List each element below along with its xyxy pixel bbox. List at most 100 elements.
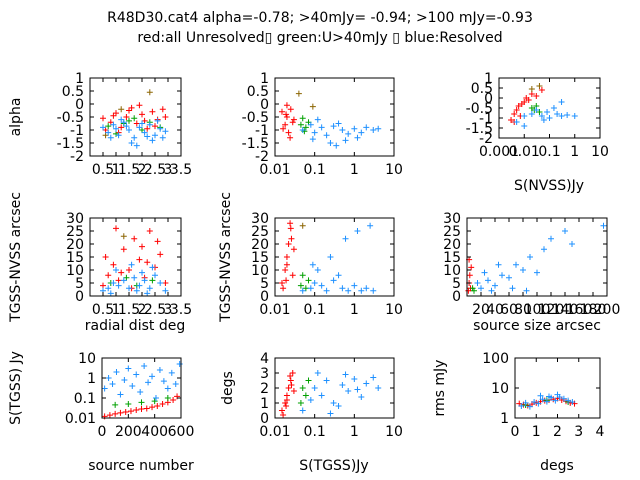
data-point-blue: [562, 228, 568, 234]
data-point-blue: [535, 400, 542, 407]
data-point-red: [128, 104, 135, 111]
y-tick-label: 10: [251, 263, 269, 279]
y-axis-label: TGSS-NVSS arcsec: [218, 192, 234, 323]
data-point-blue: [136, 124, 143, 131]
x-tick-label: 80: [514, 302, 532, 318]
data-point-olive: [102, 132, 109, 139]
data-point-blue: [115, 132, 122, 139]
data-point-blue: [123, 123, 130, 130]
data-point-green: [164, 395, 171, 401]
x-tick-label: 600: [168, 424, 195, 440]
data-point-blue: [113, 368, 120, 375]
data-point-red: [143, 405, 150, 412]
data-point-red: [126, 267, 132, 273]
x-tick-label: 0.1: [538, 144, 560, 160]
x-tick-label: 200: [115, 424, 142, 440]
y-tick-label: 15: [66, 250, 84, 266]
data-point-green: [536, 109, 543, 115]
data-point-red: [280, 412, 287, 418]
data-point-green: [297, 282, 304, 289]
x-tick-label: 10: [591, 144, 609, 160]
data-point-green: [471, 287, 477, 294]
data-point-blue: [506, 274, 512, 281]
data-point-blue: [172, 381, 179, 388]
data-point-blue: [564, 112, 571, 118]
data-point-blue: [330, 400, 337, 406]
data-point-blue: [314, 370, 321, 376]
data-point-blue: [527, 254, 533, 260]
x-tick-label: 60: [500, 302, 518, 318]
panel-6: 30252015105020406080100120140160180200so…: [443, 211, 620, 334]
data-point-blue: [323, 287, 330, 294]
x-tick-label: 0.1: [304, 302, 326, 318]
data-point-blue: [311, 385, 318, 391]
data-point-blue: [358, 129, 365, 136]
y-tick-label: 30: [443, 211, 461, 227]
data-point-green: [151, 398, 158, 405]
data-point-red: [101, 413, 108, 420]
data-point-blue: [314, 267, 321, 273]
data-point-green: [113, 130, 119, 137]
data-point-green: [297, 400, 304, 406]
data-point-red: [149, 404, 156, 411]
data-point-red: [287, 220, 294, 227]
x-tick-label: 20: [472, 302, 490, 318]
data-point-green: [297, 121, 304, 128]
data-point-green: [125, 401, 132, 408]
data-point-red: [287, 373, 294, 379]
data-point-red: [113, 110, 119, 117]
data-point-red: [285, 241, 292, 247]
data-point-blue: [370, 374, 377, 381]
data-point-blue: [550, 105, 557, 111]
y-tick-label: 15: [251, 250, 269, 266]
y-tick-label: 0: [484, 91, 493, 107]
data-point-blue: [351, 376, 358, 382]
x-tick-label: 3.5: [170, 302, 192, 318]
data-point-blue: [154, 117, 161, 124]
data-point-blue: [474, 280, 481, 286]
data-point-blue: [141, 277, 148, 284]
plot-frame: [498, 77, 601, 139]
data-point-blue: [558, 113, 565, 119]
data-point-blue: [363, 124, 370, 131]
data-point-blue: [126, 285, 132, 292]
data-point-blue: [342, 137, 349, 144]
data-point-red: [100, 282, 106, 289]
data-point-red: [287, 225, 294, 232]
data-point-blue: [105, 285, 112, 292]
data-point-blue: [513, 261, 519, 268]
data-point-blue: [339, 127, 346, 133]
y-tick-label: 1: [75, 71, 84, 87]
data-point-blue: [131, 274, 138, 281]
data-point-red: [538, 87, 545, 93]
x-tick-label: 0: [98, 424, 107, 440]
data-point-blue: [363, 285, 370, 292]
data-point-red: [112, 410, 119, 417]
data-point-red: [285, 385, 292, 391]
x-axis-label: source size arcsec: [473, 318, 601, 334]
x-tick-label: 3: [574, 424, 583, 440]
x-tick-label: 0.01: [259, 162, 290, 178]
data-point-red: [288, 382, 295, 388]
data-point-red: [127, 408, 134, 415]
figure-title-line2: red:all Unresolved▯ green:U>40mJy ▯ blue…: [137, 30, 502, 46]
data-point-red: [466, 272, 473, 279]
plot-frame: [466, 217, 608, 297]
data-point-blue: [534, 269, 540, 276]
data-point-blue: [144, 133, 151, 140]
y-axis-label: alpha: [8, 98, 24, 137]
x-tick-label: 1: [350, 302, 359, 318]
data-point-red: [468, 264, 475, 271]
y-tick-label: 10: [491, 381, 509, 397]
y-tick-label: -1: [255, 123, 269, 139]
data-point-blue: [146, 285, 153, 292]
data-point-blue: [345, 388, 352, 394]
data-point-red: [290, 246, 297, 253]
x-tick-label: 1: [570, 144, 579, 160]
data-point-blue: [342, 235, 349, 242]
